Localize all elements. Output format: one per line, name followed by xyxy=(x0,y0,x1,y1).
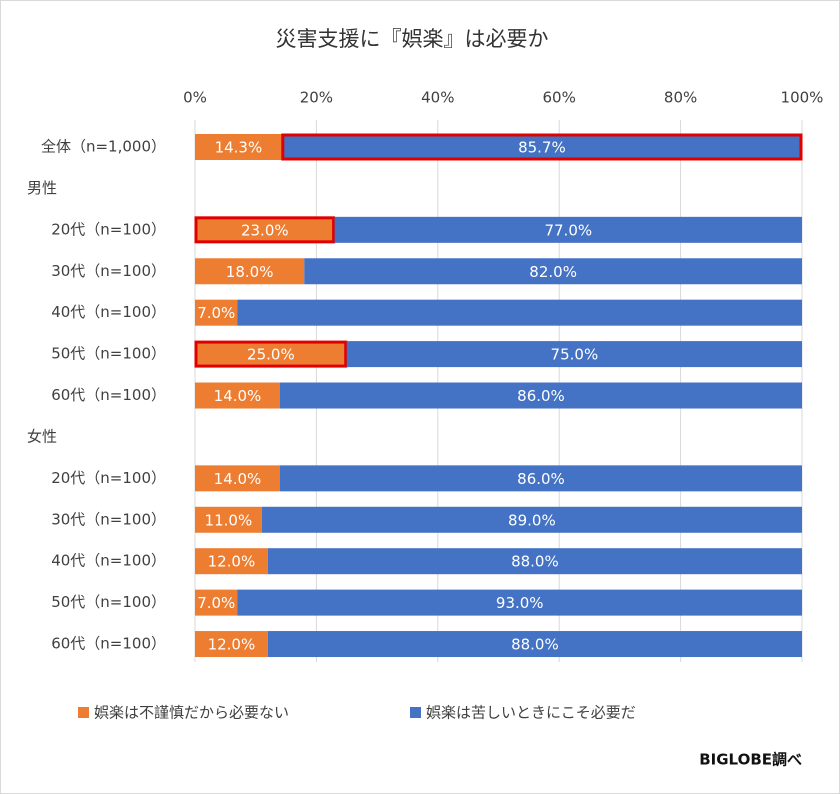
bar-segment xyxy=(237,299,803,326)
group-header: 男性 xyxy=(27,179,57,197)
y-tick-label: 60代（n=100） xyxy=(51,635,166,653)
source-note: BIGLOBE調べ xyxy=(699,751,802,769)
value-label: 14.0% xyxy=(214,387,262,405)
bar-segment xyxy=(281,134,802,160)
x-tick-label: 20% xyxy=(300,89,333,107)
value-label: 12.0% xyxy=(208,636,256,654)
value-label: 93.0% xyxy=(496,594,544,612)
x-tick-label: 40% xyxy=(421,89,454,107)
bar-segment xyxy=(279,382,803,409)
bar-segment xyxy=(195,506,262,533)
bar-segment xyxy=(334,216,802,243)
y-tick-label: 50代（n=100） xyxy=(51,593,166,611)
y-tick-label: 30代（n=100） xyxy=(51,510,166,528)
y-tick-label: 20代（n=100） xyxy=(51,469,166,487)
bar-segment xyxy=(195,258,305,285)
highlight-box xyxy=(194,340,348,368)
value-label: 23.0% xyxy=(241,221,289,239)
bar-segment xyxy=(195,216,335,243)
y-tick-label: 30代（n=100） xyxy=(51,262,166,280)
bar-segment xyxy=(261,506,802,533)
legend-swatch xyxy=(410,707,421,718)
bar-segment xyxy=(195,465,280,492)
x-tick-label: 80% xyxy=(664,89,697,107)
bar-segment xyxy=(195,134,282,160)
bar-segment xyxy=(279,465,803,492)
y-tick-label: 全体（n=1,000） xyxy=(41,138,166,156)
y-tick-label: 20代（n=100） xyxy=(51,220,166,238)
bar-segment xyxy=(195,631,268,658)
bar-segment xyxy=(195,382,280,409)
value-label: 75.0% xyxy=(551,346,599,364)
value-label: 14.0% xyxy=(214,470,262,488)
highlight-box xyxy=(194,216,336,244)
value-label: 77.0% xyxy=(544,221,592,239)
x-tick-label: 100% xyxy=(781,89,824,107)
value-label: 86.0% xyxy=(517,470,565,488)
value-label: 86.0% xyxy=(517,387,565,405)
bar-segment xyxy=(195,341,347,368)
legend-swatch xyxy=(78,707,89,718)
x-tick-label: 0% xyxy=(183,89,207,107)
bar-segment xyxy=(304,258,802,285)
bar-segment xyxy=(267,631,803,658)
value-label: 14.3% xyxy=(215,139,263,157)
value-label: 12.0% xyxy=(208,553,256,571)
bar-segment xyxy=(237,589,803,616)
value-label: 7.0% xyxy=(197,304,235,322)
chart-title: 災害支援に『娯楽』は必要か xyxy=(276,27,549,51)
highlight-box xyxy=(281,133,803,161)
x-tick-label: 60% xyxy=(543,89,576,107)
bar-segment xyxy=(267,548,803,575)
value-label: 11.0% xyxy=(205,511,253,529)
value-label: 82.0% xyxy=(529,263,577,281)
bar-segment xyxy=(346,341,802,368)
value-label: 7.0% xyxy=(197,594,235,612)
value-label: 88.0% xyxy=(511,553,559,571)
value-label: 85.7% xyxy=(518,139,566,157)
value-label: 89.0% xyxy=(508,511,556,529)
value-label: 88.0% xyxy=(511,636,559,654)
y-tick-label: 60代（n=100） xyxy=(51,386,166,404)
value-label: 25.0% xyxy=(247,346,295,364)
group-header: 女性 xyxy=(27,427,57,445)
bar-segment xyxy=(195,299,238,326)
bar-segment xyxy=(195,548,268,575)
y-tick-label: 50代（n=100） xyxy=(51,345,166,363)
y-tick-label: 40代（n=100） xyxy=(51,552,166,570)
legend-label: 娯楽は苦しいときにこそ必要だ xyxy=(426,704,636,722)
y-tick-label: 40代（n=100） xyxy=(51,303,166,321)
bar-segment xyxy=(195,589,238,616)
value-label: 18.0% xyxy=(226,263,274,281)
legend-label: 娯楽は不謹慎だから必要ない xyxy=(94,704,289,722)
